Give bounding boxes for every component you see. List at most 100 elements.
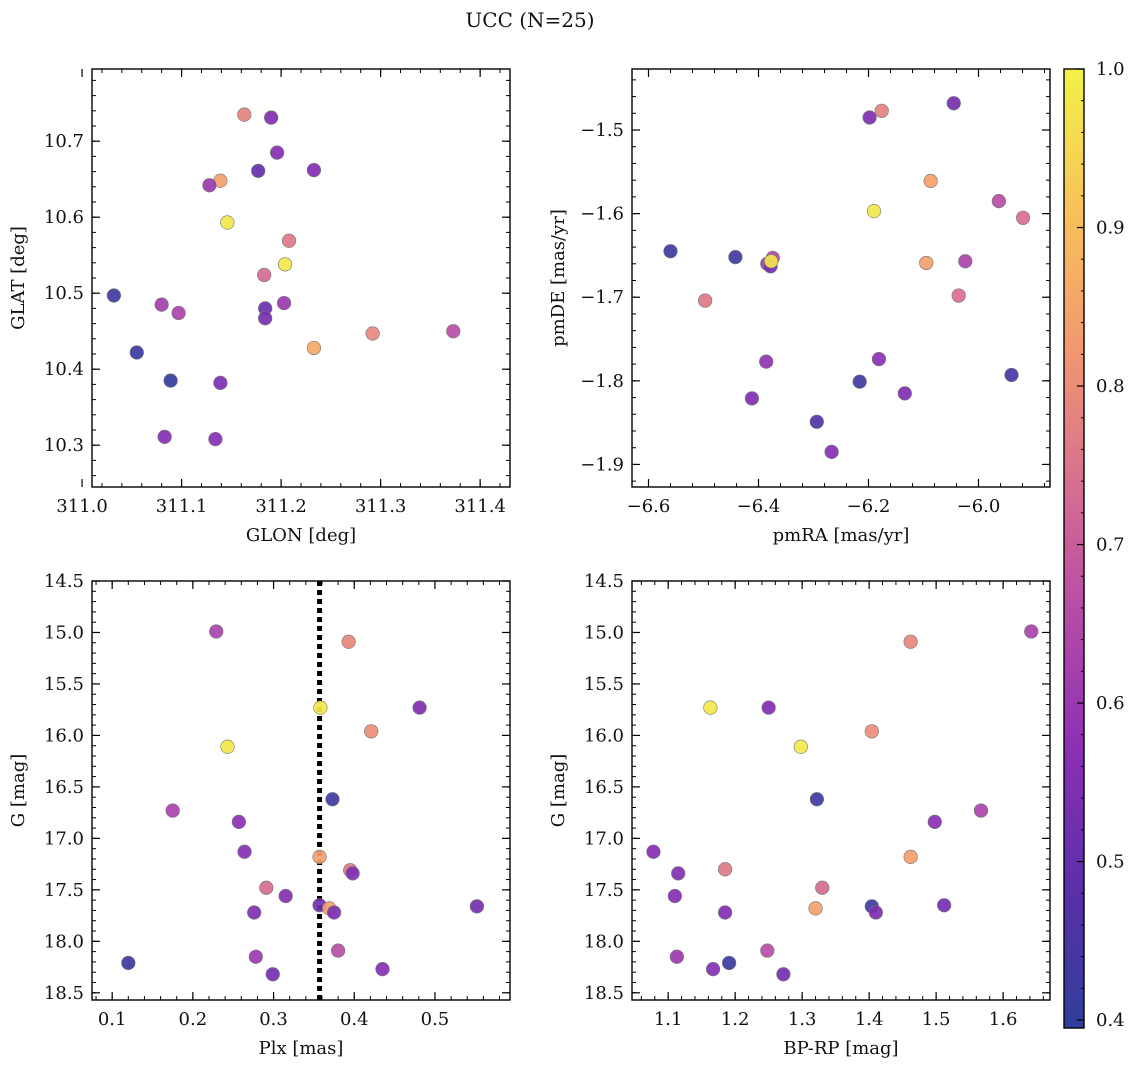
scatter-point [259, 880, 274, 895]
y-tick-label: −1.8 [580, 371, 624, 392]
y-tick-label: 17.5 [584, 880, 624, 901]
scatter-point [868, 905, 883, 920]
scatter-point [220, 739, 235, 754]
y-tick-label: 18.0 [584, 931, 624, 952]
y-tick-label: 17.0 [44, 828, 84, 849]
scatter-point [809, 792, 824, 807]
scatter-point [165, 803, 180, 818]
scatter-points [646, 624, 1039, 982]
y-tick-label: 18.5 [584, 983, 624, 1004]
major-ticks [632, 69, 1050, 487]
scatter-point [919, 255, 934, 271]
x-axis-label: pmRA [mas/yr] [773, 525, 910, 546]
x-tick-label: 0.5 [421, 1009, 450, 1030]
y-tick-label: −1.6 [580, 204, 624, 225]
scatter-point [312, 849, 327, 865]
y-tick-label: 16.5 [584, 777, 624, 798]
scatter-point [809, 414, 824, 429]
scatter-point [864, 724, 879, 739]
scatter-point [237, 844, 252, 859]
y-tick-label: 15.5 [584, 674, 624, 695]
panel-glon-glat: 311.0 311.1 311.2 311.3 311.4 10.3 10.4 10.5 10.… [8, 68, 511, 546]
scatter-point [937, 898, 952, 913]
scatter-point [852, 374, 867, 389]
scatter-point [973, 803, 989, 818]
scatter-point [824, 444, 839, 459]
scatter-point [281, 233, 297, 248]
y-axis-label: pmDE [mas/yr] [548, 209, 569, 347]
scatter-point [866, 204, 882, 219]
major-ticks [632, 580, 1050, 1000]
scatter-point [469, 899, 485, 914]
axes-frame [91, 68, 511, 488]
scatter-point [671, 866, 686, 881]
y-tick-label: 16.5 [44, 777, 84, 798]
scatter-point [375, 962, 390, 977]
y-tick-label: 18.5 [44, 983, 84, 1004]
scatter-point [278, 888, 293, 904]
scatter-point [744, 391, 760, 406]
scatter-point [764, 254, 779, 269]
colorbar-tick-label: 0.9 [1096, 218, 1125, 239]
x-tick-label: 0.3 [259, 1009, 288, 1030]
scatter-point [106, 288, 121, 303]
y-tick-label: 15.0 [44, 622, 84, 643]
x-tick-label: 1.6 [989, 1009, 1018, 1030]
scatter-point [703, 700, 718, 715]
axes-frame [631, 580, 1051, 1001]
scatter-point [871, 351, 887, 367]
scatter-point [412, 700, 427, 715]
scatter-point [202, 178, 217, 193]
scatter-point [365, 326, 380, 341]
scatter-point [1004, 367, 1019, 383]
scatter-point [923, 173, 938, 189]
y-tick-label: 16.0 [584, 725, 624, 746]
scatter-point [163, 373, 178, 388]
scatter-point [364, 724, 379, 739]
scatter-point [220, 215, 235, 230]
axes-frame [631, 68, 1051, 488]
scatter-point [808, 901, 823, 916]
scatter-point [331, 943, 346, 958]
x-tick-label: 0.2 [179, 1009, 208, 1030]
panel-pmra-pmde: −6.6 −6.4 −6.2 −6.0 −1.5 −1.6 −1.7 −1.8 −1.9 pmRA… [548, 68, 1051, 546]
scatter-point [722, 955, 737, 971]
scatter-point [306, 340, 322, 356]
scatter-point [698, 293, 713, 308]
scatter-point [759, 354, 774, 369]
scatter-point [313, 700, 328, 715]
y-tick-label: 18.0 [44, 931, 84, 952]
scatter-point [213, 375, 228, 390]
y-tick-label: 10.6 [44, 207, 84, 228]
scatter-point [277, 257, 293, 272]
y-tick-label: 10.4 [44, 359, 84, 380]
scatter-point [776, 967, 791, 982]
scatter-point [247, 905, 262, 920]
scatter-point [946, 96, 961, 111]
scatter-point [667, 888, 682, 904]
scatter-point [171, 305, 186, 321]
scatter-point [209, 624, 224, 639]
scatter-point [251, 163, 266, 178]
scatter-point [446, 324, 461, 339]
axes-frame [91, 580, 511, 1001]
scatter-point [705, 962, 721, 977]
scatter-point [815, 880, 830, 895]
x-axis-label: Plx [mas] [259, 1038, 344, 1059]
scatter-point [862, 110, 877, 125]
scatter-point [231, 814, 246, 829]
colorbar-tick-label: 0.4 [1096, 1010, 1125, 1031]
x-tick-label: −6.0 [957, 496, 1001, 517]
y-tick-label: 10.7 [44, 131, 84, 152]
scatter-point [761, 700, 776, 715]
colorbar-tick-label: 0.6 [1096, 693, 1125, 714]
scatter-point [951, 288, 966, 303]
major-ticks [81, 69, 510, 487]
figure-title: UCC (N=25) [465, 8, 594, 32]
x-tick-label: −6.2 [847, 496, 891, 517]
scatter-point [306, 162, 322, 178]
scatter-point [325, 792, 340, 807]
colorbar-tick-label: 0.8 [1096, 376, 1125, 397]
